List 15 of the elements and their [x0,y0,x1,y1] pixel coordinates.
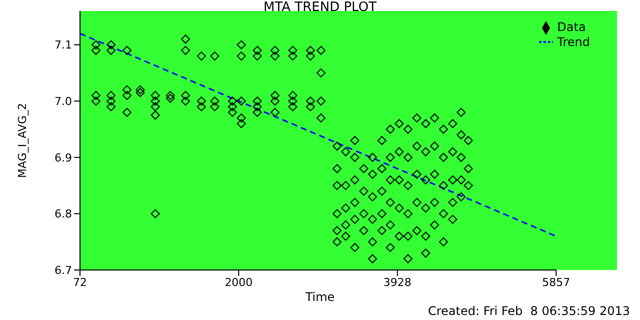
chart-title: MTA TREND PLOT [262,0,378,15]
x-tick-label: 3928 [383,276,412,289]
x-tick-label: 5857 [542,276,570,289]
legend-label: Trend [557,34,590,49]
y-tick-label: 7.1 [54,38,72,52]
y-tick-label: 7.0 [54,94,72,108]
x-tick-label: 72 [73,276,87,289]
y-tick-label: 6.8 [54,208,72,221]
x-axis-title: Time [304,290,336,304]
y-tick-label: 6.7 [54,264,72,277]
text: Created: Fri Feb 8 06:35:59 2013 [428,304,630,318]
legend-label: Data [557,20,586,34]
x-tick-label: 2000 [224,276,253,289]
y-tick-label: 6.9 [54,151,72,164]
y-axis-title: MAG_I_AVG_2 [16,103,29,178]
